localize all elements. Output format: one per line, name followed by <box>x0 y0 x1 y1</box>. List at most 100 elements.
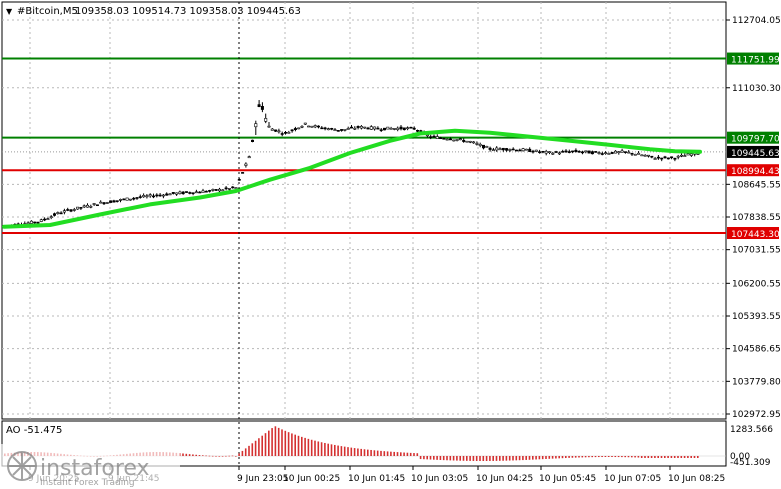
candle-body <box>472 141 476 144</box>
ao-bar <box>640 456 643 458</box>
time-tick-label: 10 Jun 08:25 <box>668 474 725 484</box>
ao-bar <box>548 456 551 459</box>
candle-body <box>610 151 614 154</box>
candle-body <box>234 187 238 189</box>
time-tick-label: 10 Jun 01:45 <box>348 474 405 484</box>
candle-body <box>686 153 690 156</box>
candle-body <box>168 193 172 196</box>
chart-symbol: #Bitcoin,M5 <box>17 6 78 17</box>
ao-bar <box>310 439 313 456</box>
ao-indicator-label: AO -51.475 <box>6 425 62 436</box>
ao-bar <box>409 452 412 456</box>
candle-body <box>518 149 522 152</box>
ao-bar <box>258 438 260 456</box>
candle-body <box>528 148 532 152</box>
ao-bar <box>525 456 527 460</box>
ao-bar <box>578 456 580 458</box>
ao-bar <box>291 433 293 456</box>
candle-body <box>76 206 80 210</box>
ao-bar <box>334 444 336 456</box>
candle-body <box>303 122 307 125</box>
candle-body <box>369 126 373 130</box>
candle-body <box>557 152 561 155</box>
candle-body <box>478 143 482 146</box>
ao-bar <box>330 444 333 456</box>
candle-body <box>514 149 518 152</box>
ao-bar <box>495 456 498 461</box>
candle-body <box>508 149 512 151</box>
candle-body <box>597 152 601 154</box>
candle-body <box>201 190 205 193</box>
candle-body <box>145 195 149 198</box>
price-tick-label: 111030.30 <box>732 84 781 94</box>
ao-bar <box>297 435 300 456</box>
ao-bar <box>637 456 640 458</box>
candle-body <box>119 199 123 201</box>
price-tick-label: 107838.55 <box>732 213 781 223</box>
candle-body <box>623 151 627 153</box>
ao-bar <box>466 456 468 461</box>
candle-body <box>237 179 241 181</box>
candle-body <box>587 150 591 154</box>
ao-bar <box>192 454 194 456</box>
candle-body <box>382 127 386 131</box>
ao-bar <box>687 456 689 458</box>
ao-bar <box>683 456 686 458</box>
candle-body <box>376 127 380 130</box>
candle-body <box>39 219 43 222</box>
level-price-labels: 111751.99 109797.70 108994.43 107443.30 <box>727 52 780 240</box>
candle-body <box>320 127 324 130</box>
candle-body <box>538 151 542 153</box>
price-axis: 112704.05 111030.30 108645.55 107838.55 1070… <box>726 16 781 420</box>
price-tick-label: 103779.80 <box>732 377 781 387</box>
candle-body <box>488 147 492 150</box>
ao-bar <box>360 448 362 456</box>
ao-bar <box>614 456 617 458</box>
ao-bar <box>248 445 250 456</box>
ao-bar <box>502 456 504 461</box>
ao-bar <box>357 448 359 456</box>
ao-bar <box>634 456 636 458</box>
candle-body <box>336 130 340 132</box>
candle-body <box>46 218 50 220</box>
candle-body <box>59 212 63 215</box>
ao-bar <box>518 456 521 461</box>
candle-body <box>293 128 297 131</box>
ao-bar <box>588 456 590 458</box>
price-tick-label: 108645.55 <box>732 180 781 190</box>
ao-bar <box>538 456 541 460</box>
candle-body <box>392 128 396 130</box>
candle-body <box>373 126 377 130</box>
ao-bar <box>607 456 610 458</box>
ao-bar <box>515 456 518 461</box>
candle-body <box>455 139 459 141</box>
candle-body <box>231 186 235 189</box>
candle-body <box>148 194 152 197</box>
ao-bar <box>604 456 607 458</box>
ao-bar <box>426 456 428 460</box>
ao-bar <box>268 430 270 456</box>
current-price-tag: 109445.63 <box>727 145 780 159</box>
ao-bar <box>198 455 201 456</box>
ao-bar <box>522 456 524 461</box>
ao-zero-label: 0.00 <box>730 452 750 462</box>
instaforex-logo: instaforex Instant Forex Trading <box>0 444 180 489</box>
ao-bar <box>241 450 244 456</box>
candle-body <box>353 127 357 130</box>
dropdown-arrow-icon[interactable]: ▼ <box>6 7 13 16</box>
level-107443-label: 107443.30 <box>731 230 780 240</box>
candle-body <box>274 129 278 132</box>
horizontal-levels[interactable] <box>2 57 726 235</box>
candle-body <box>89 205 93 208</box>
price-tick-label: 106200.55 <box>732 279 781 289</box>
candle-body <box>125 197 129 201</box>
ao-bar <box>594 456 597 458</box>
ao-bar <box>429 456 432 460</box>
candle-body <box>49 216 53 218</box>
candle-body <box>554 151 558 153</box>
candle-body <box>666 157 670 160</box>
candle-body <box>194 191 198 194</box>
candle-body <box>198 191 202 194</box>
ao-bar <box>400 452 402 456</box>
